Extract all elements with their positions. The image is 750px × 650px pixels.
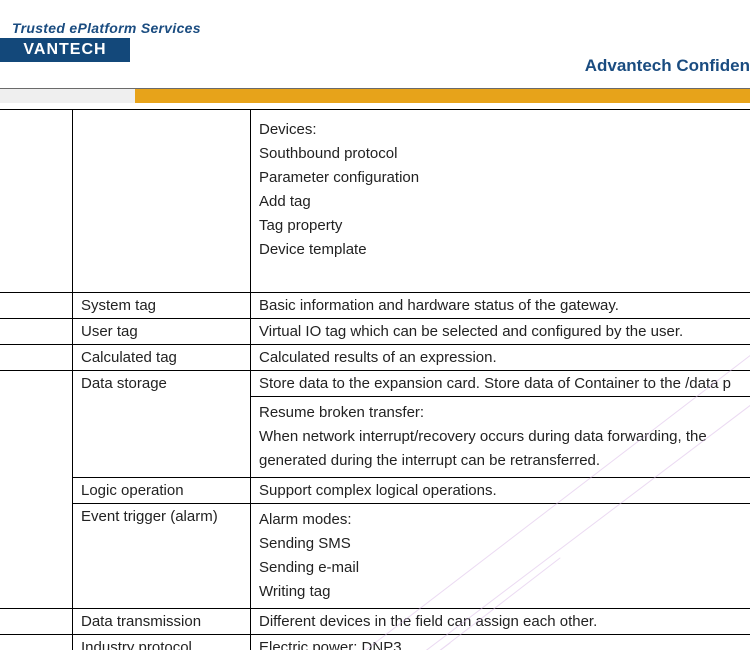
- line: Tag property: [259, 214, 750, 238]
- cell-feature: Industry protocol: [73, 635, 251, 650]
- cell-desc: Devices: Southbound protocol Parameter c…: [251, 110, 750, 293]
- header-bar-gold: [135, 89, 750, 103]
- header: Trusted ePlatform Services VANTECH Advan…: [0, 0, 750, 88]
- cell-desc: Calculated results of an expression.: [251, 345, 750, 371]
- cell-feature: Event trigger (alarm): [73, 504, 251, 609]
- table-row: Event trigger (alarm) Alarm modes: Sendi…: [0, 504, 750, 609]
- line: Sending e-mail: [259, 556, 750, 580]
- line: Devices:: [259, 118, 750, 142]
- table-row: Logic operation Support complex logical …: [0, 478, 750, 504]
- cell-category: essing: [0, 371, 73, 609]
- cell-desc: Virtual IO tag which can be selected and…: [251, 319, 750, 345]
- cell-category: [0, 293, 73, 319]
- cell-desc: Alarm modes: Sending SMS Sending e-mail …: [251, 504, 750, 609]
- cell-desc: Different devices in the field can assig…: [251, 609, 750, 635]
- cell-category: [0, 319, 73, 345]
- table-row: Devices: Southbound protocol Parameter c…: [0, 110, 750, 293]
- table-row: Data transmission Different devices in t…: [0, 609, 750, 635]
- line: generated during the interrupt can be re…: [259, 449, 750, 473]
- line: Device template: [259, 238, 750, 262]
- cell-desc: Basic information and hardware status of…: [251, 293, 750, 319]
- table-row: Calculated tag Calculated results of an …: [0, 345, 750, 371]
- line: When network interrupt/recovery occurs d…: [259, 425, 750, 449]
- cell-desc: Support complex logical operations.: [251, 478, 750, 504]
- line: Writing tag: [259, 580, 750, 604]
- table-row: essing Data storage Store data to the ex…: [0, 371, 750, 397]
- table-row: Industry protocol Electric power: DNP3: [0, 635, 750, 650]
- logo-text: VANTECH: [23, 41, 106, 59]
- header-bar: [0, 88, 750, 102]
- table-row: System tag Basic information and hardwar…: [0, 293, 750, 319]
- cell-category: [0, 345, 73, 371]
- line: Parameter configuration: [259, 166, 750, 190]
- header-bar-grey: [0, 89, 135, 103]
- cell-category: [0, 635, 73, 650]
- cell-feature: Data transmission: [73, 609, 251, 635]
- cell-feature: [73, 110, 251, 293]
- spec-table: Devices: Southbound protocol Parameter c…: [0, 109, 750, 650]
- line: Southbound protocol: [259, 142, 750, 166]
- cell-feature: Data storage: [73, 371, 251, 478]
- confidential-label: Advantech Confiden: [585, 56, 750, 76]
- table-row: User tag Virtual IO tag which can be sel…: [0, 319, 750, 345]
- cell-desc: Resume broken transfer: When network int…: [251, 397, 750, 478]
- tagline: Trusted ePlatform Services: [12, 20, 201, 36]
- cell-category: [0, 110, 73, 293]
- line: Resume broken transfer:: [259, 401, 750, 425]
- line: Alarm modes:: [259, 508, 750, 532]
- cell-feature: Logic operation: [73, 478, 251, 504]
- cell-desc: Electric power: DNP3: [251, 635, 750, 650]
- line: Sending SMS: [259, 532, 750, 556]
- cell-feature: User tag: [73, 319, 251, 345]
- cell-feature: System tag: [73, 293, 251, 319]
- cell-feature: Calculated tag: [73, 345, 251, 371]
- logo: VANTECH: [0, 38, 130, 62]
- line: Add tag: [259, 190, 750, 214]
- cell-category: [0, 609, 73, 635]
- cell-desc: Store data to the expansion card. Store …: [251, 371, 750, 397]
